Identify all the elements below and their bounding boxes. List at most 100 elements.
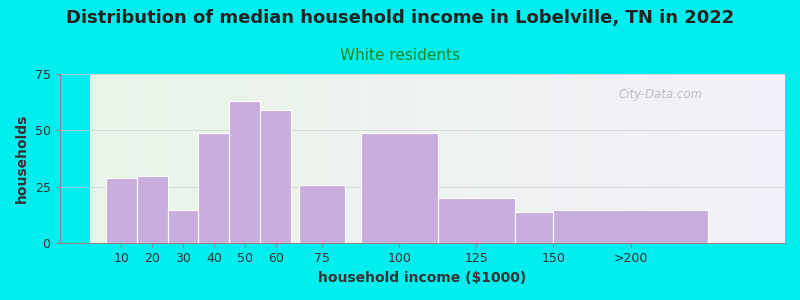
Bar xyxy=(134,74,137,243)
Bar xyxy=(583,74,586,243)
Bar xyxy=(394,74,396,243)
Bar xyxy=(683,74,686,243)
Bar xyxy=(600,74,602,243)
Bar xyxy=(102,74,104,243)
Bar xyxy=(450,74,452,243)
Bar xyxy=(269,74,271,243)
Bar xyxy=(750,74,753,243)
Bar xyxy=(422,74,424,243)
Bar xyxy=(458,74,461,243)
Bar xyxy=(287,74,290,243)
Bar xyxy=(199,74,202,243)
Bar xyxy=(758,74,759,243)
Bar xyxy=(556,74,558,243)
Bar xyxy=(715,74,718,243)
Bar xyxy=(558,74,561,243)
Bar xyxy=(368,74,370,243)
Bar xyxy=(502,74,505,243)
Bar xyxy=(598,74,600,243)
Bar xyxy=(606,74,609,243)
Bar xyxy=(299,185,345,243)
Bar xyxy=(230,74,232,243)
Bar xyxy=(500,74,502,243)
Bar xyxy=(438,74,440,243)
Bar xyxy=(479,74,482,243)
Bar xyxy=(577,74,579,243)
Bar xyxy=(100,74,102,243)
Bar xyxy=(266,74,269,243)
Bar xyxy=(278,74,280,243)
Bar xyxy=(538,74,539,243)
Bar xyxy=(125,74,127,243)
Bar xyxy=(127,74,130,243)
Bar xyxy=(642,74,644,243)
Bar xyxy=(109,74,111,243)
Bar xyxy=(144,74,146,243)
Bar xyxy=(160,74,162,243)
Bar xyxy=(153,74,155,243)
Bar xyxy=(515,212,592,243)
Bar xyxy=(714,74,715,243)
Bar xyxy=(736,74,738,243)
Bar xyxy=(192,74,194,243)
Bar xyxy=(554,74,556,243)
Bar xyxy=(354,74,357,243)
Bar xyxy=(408,74,410,243)
Bar xyxy=(118,74,121,243)
Bar xyxy=(378,74,380,243)
Bar xyxy=(313,74,315,243)
Bar xyxy=(778,74,780,243)
Bar xyxy=(755,74,758,243)
Bar xyxy=(461,74,463,243)
Bar xyxy=(176,74,178,243)
Bar xyxy=(676,74,678,243)
Bar xyxy=(686,74,688,243)
Bar xyxy=(211,74,213,243)
Bar xyxy=(588,74,590,243)
Bar xyxy=(181,74,183,243)
Bar xyxy=(435,74,438,243)
Bar xyxy=(697,74,699,243)
Bar xyxy=(95,74,98,243)
Bar xyxy=(470,74,473,243)
Bar xyxy=(137,74,139,243)
Bar xyxy=(518,74,521,243)
Bar xyxy=(746,74,748,243)
Bar xyxy=(274,74,276,243)
Bar xyxy=(582,74,583,243)
Bar xyxy=(186,74,188,243)
Bar xyxy=(546,74,549,243)
Bar xyxy=(632,74,634,243)
Bar xyxy=(630,74,632,243)
Bar xyxy=(123,74,125,243)
Bar xyxy=(336,74,338,243)
Bar xyxy=(366,74,368,243)
Bar xyxy=(440,74,442,243)
Bar xyxy=(671,74,674,243)
Bar xyxy=(104,74,106,243)
Bar xyxy=(517,74,518,243)
Bar xyxy=(250,74,253,243)
Bar xyxy=(93,74,95,243)
Bar xyxy=(389,74,391,243)
Bar xyxy=(535,74,538,243)
Bar xyxy=(623,74,626,243)
Bar xyxy=(234,74,236,243)
Bar xyxy=(114,74,116,243)
Bar xyxy=(111,74,114,243)
Bar xyxy=(401,74,403,243)
Bar xyxy=(264,74,266,243)
Bar xyxy=(403,74,406,243)
Bar xyxy=(148,74,150,243)
Bar xyxy=(150,74,153,243)
Bar xyxy=(561,74,562,243)
Bar xyxy=(474,74,477,243)
Bar xyxy=(382,74,385,243)
Bar xyxy=(498,74,500,243)
Bar xyxy=(386,74,389,243)
Bar xyxy=(626,74,627,243)
Bar xyxy=(602,74,605,243)
Bar xyxy=(678,74,681,243)
Bar xyxy=(329,74,331,243)
Bar xyxy=(456,74,458,243)
